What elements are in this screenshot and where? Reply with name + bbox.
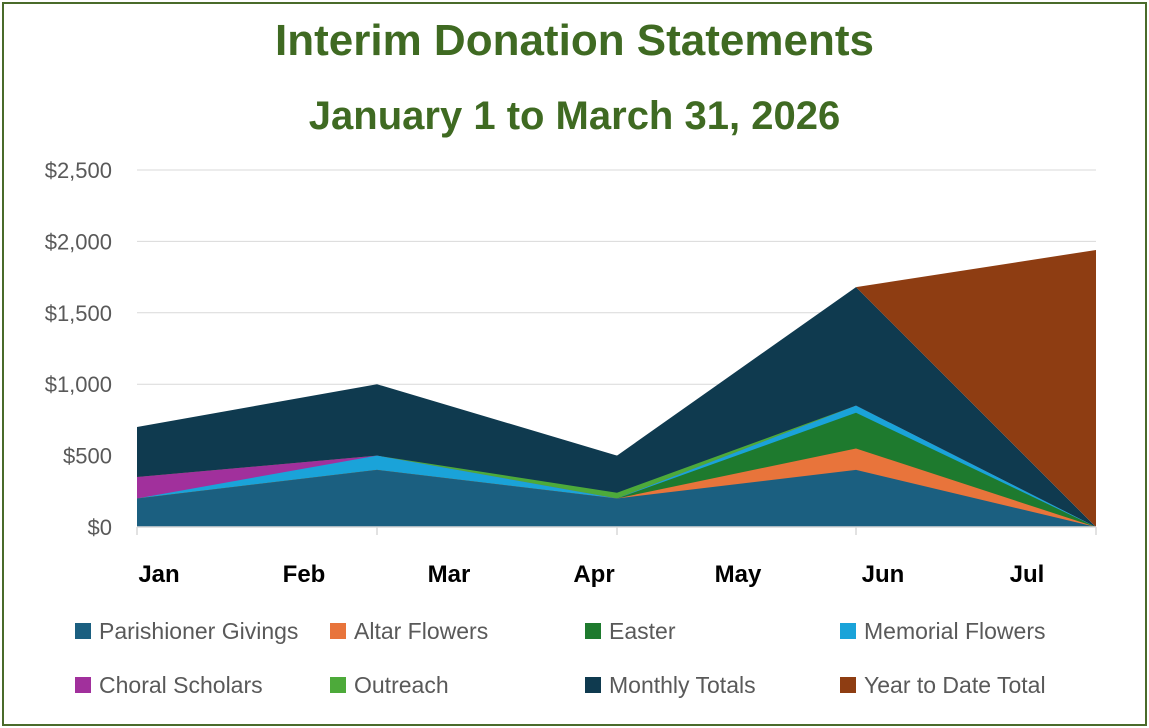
y-tick-label: $500: [63, 444, 112, 469]
y-tick-label: $1,000: [45, 372, 112, 397]
x-tick-label: May: [715, 561, 762, 588]
legend-label: Monthly Totals: [609, 671, 756, 698]
x-tick-label: Apr: [573, 561, 614, 588]
parishioner-givings-area: [137, 469, 1096, 527]
chart-title: Interim Donation Statements: [275, 16, 874, 65]
y-tick-label: $1,500: [45, 301, 112, 326]
legend-swatch: [585, 623, 601, 639]
legend-item: Altar Flowers: [330, 616, 488, 646]
x-tick-label: Jun: [862, 561, 905, 588]
y-tick-label: $0: [88, 515, 112, 540]
x-tick-label: Feb: [283, 561, 326, 588]
legend-item: Choral Scholars: [75, 670, 263, 700]
legend-label: Memorial Flowers: [864, 617, 1046, 644]
y-tick-label: $2,000: [45, 229, 112, 254]
y-tick-label: $2,500: [45, 158, 112, 183]
legend-item: Outreach: [330, 670, 449, 700]
legend-swatch: [840, 677, 856, 693]
legend-item: Monthly Totals: [585, 670, 756, 700]
legend-item: Easter: [585, 616, 675, 646]
legend-swatch: [585, 677, 601, 693]
legend-swatch: [840, 623, 856, 639]
legend-swatch: [330, 677, 346, 693]
legend-item: Parishioner Givings: [75, 616, 298, 646]
legend-label: Altar Flowers: [354, 617, 489, 644]
legend-item: Memorial Flowers: [840, 616, 1045, 646]
year-to-date-total-area: [856, 249, 1096, 527]
legend-item: Year to Date Total: [840, 670, 1046, 700]
legend-label: Choral Scholars: [99, 671, 263, 698]
legend-swatch: [75, 623, 91, 639]
x-tick-label: Mar: [428, 561, 471, 588]
legend-label: Easter: [609, 617, 676, 644]
chart-subtitle: January 1 to March 31, 2026: [308, 94, 841, 138]
legend-label: Year to Date Total: [864, 671, 1046, 698]
x-tick-label: Jul: [1010, 561, 1045, 588]
legend-label: Parishioner Givings: [99, 617, 299, 644]
legend-swatch: [75, 677, 91, 693]
x-tick-label: Jan: [138, 561, 179, 588]
legend-swatch: [330, 623, 346, 639]
legend-label: Outreach: [354, 671, 449, 698]
